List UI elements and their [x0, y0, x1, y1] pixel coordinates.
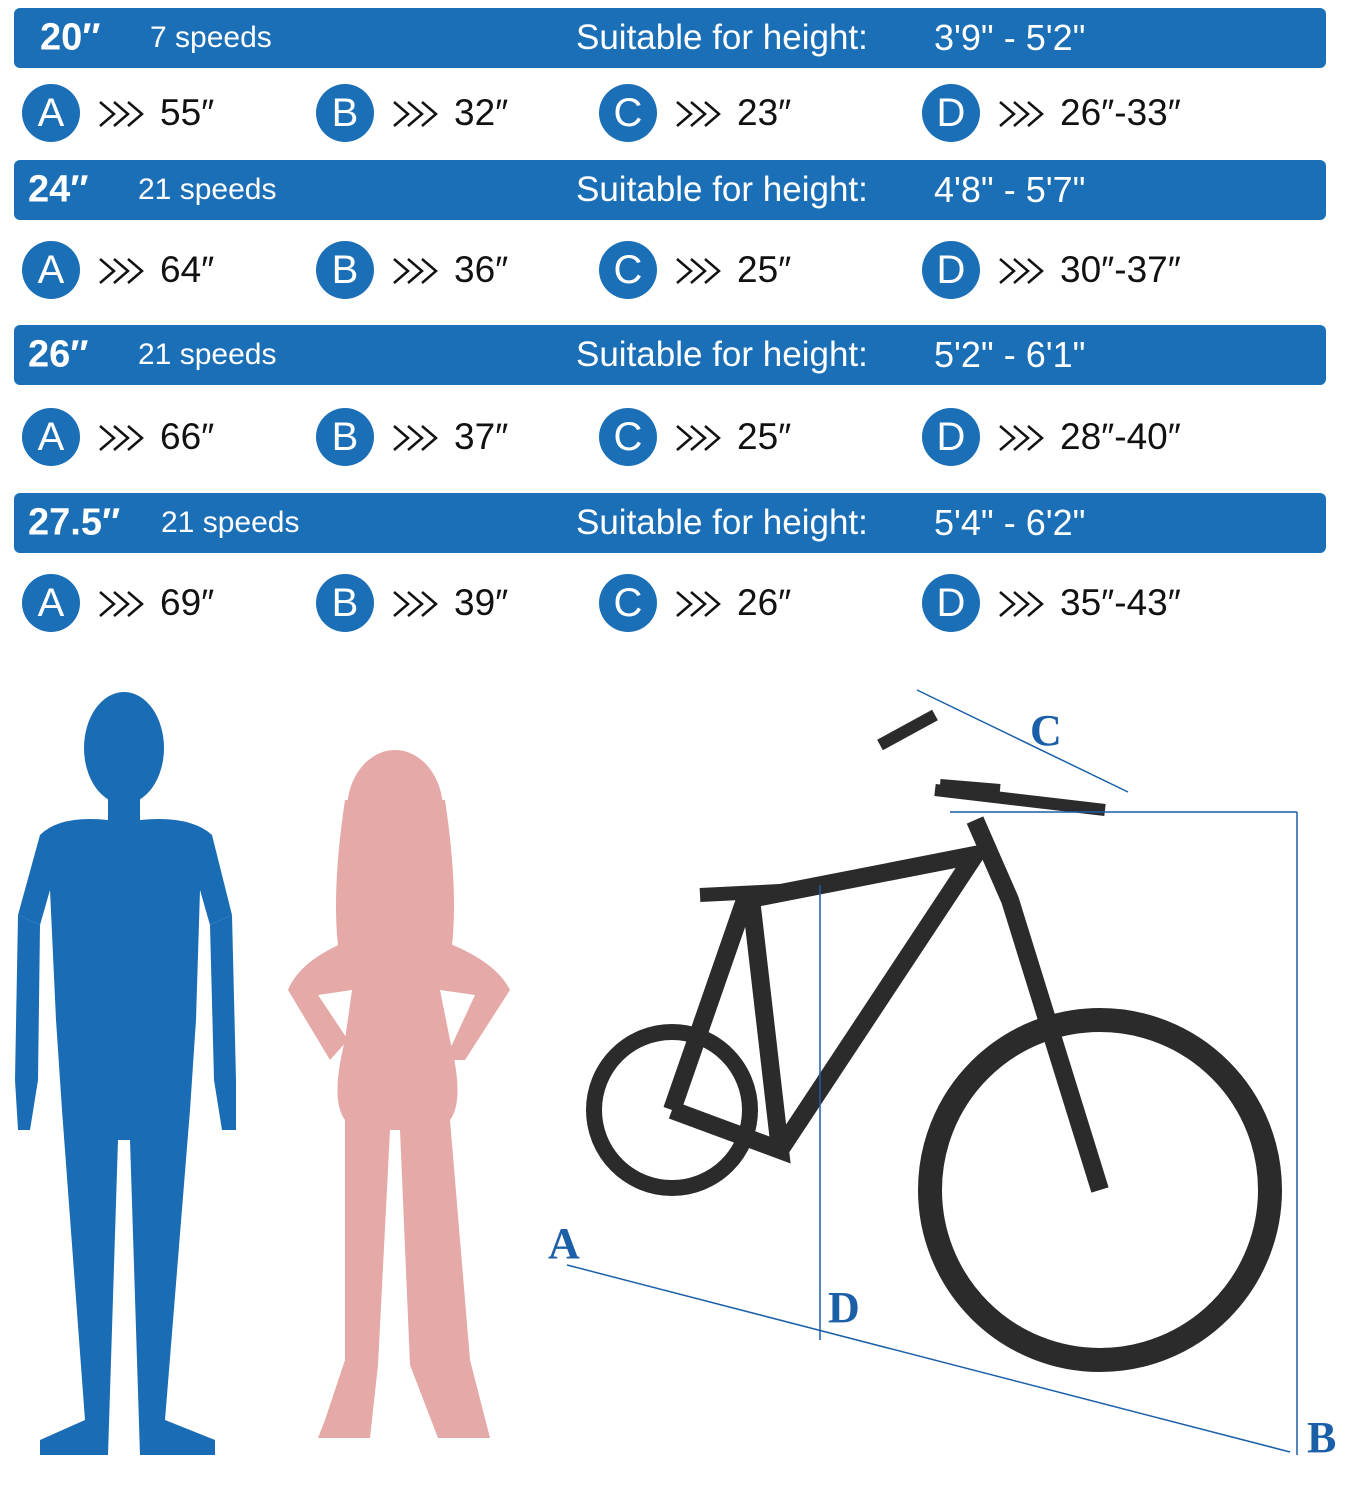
measure-value: 23″ — [737, 92, 792, 133]
man-silhouette — [15, 692, 236, 1455]
measure-letter: B — [316, 574, 374, 632]
speeds: 21 speeds — [161, 506, 300, 539]
measure-letter: A — [22, 84, 80, 142]
speeds: 21 speeds — [138, 173, 277, 206]
chevrons — [393, 591, 438, 617]
speeds: 7 speeds — [150, 21, 272, 54]
measure-value: 37″ — [454, 416, 509, 457]
measure-value: 32″ — [454, 92, 509, 133]
woman-silhouette — [288, 750, 510, 1438]
label-c: C — [1030, 706, 1062, 755]
chevrons — [676, 425, 721, 451]
wheel-size: 27.5″ — [28, 501, 121, 544]
measure-value: 55″ — [160, 92, 215, 133]
measure-letter: D — [922, 241, 980, 299]
measure-letter: A — [22, 241, 80, 299]
measure-letter: D — [922, 574, 980, 632]
speeds: 21 speeds — [138, 338, 277, 371]
measure-value: 26″ — [737, 582, 792, 623]
height-range: 3'9" - 5'2" — [934, 17, 1086, 58]
chevrons — [676, 258, 721, 284]
chevrons — [999, 425, 1044, 451]
chevrons — [999, 258, 1044, 284]
measure-letter: A — [22, 574, 80, 632]
chevrons — [393, 258, 438, 284]
measure-value: 28″-40″ — [1060, 416, 1181, 457]
label-b: B — [1307, 1413, 1336, 1462]
measure-value: 25″ — [737, 416, 792, 457]
chevrons — [999, 591, 1044, 617]
measure-value: 30″-37″ — [1060, 249, 1181, 290]
measure-letter: D — [922, 84, 980, 142]
chevrons — [99, 258, 144, 284]
height-range: 5'2" - 6'1" — [934, 334, 1086, 375]
chevrons — [393, 101, 438, 127]
chevrons — [676, 101, 721, 127]
measure-letter: D — [922, 408, 980, 466]
measure-letter: B — [316, 408, 374, 466]
measure-letter: C — [599, 574, 657, 632]
measure-letter: A — [22, 408, 80, 466]
measure-value: 66″ — [160, 416, 215, 457]
size-header: 26″ 21 speeds Suitable for height: 5'2" - 6… — [14, 325, 1326, 385]
height-range: 4'8" - 5'7" — [934, 169, 1086, 210]
measure-value: 35″-43″ — [1060, 582, 1181, 623]
measure-value: 69″ — [160, 582, 215, 623]
measure-value: 26″-33″ — [1060, 92, 1181, 133]
chevrons — [99, 591, 144, 617]
label-a: A — [548, 1219, 580, 1268]
chevrons — [99, 101, 144, 127]
height-label: Suitable for height: — [576, 335, 868, 374]
measure-value: 36″ — [454, 249, 509, 290]
bicycle — [586, 709, 1282, 1372]
size-header: 24″ 21 speeds Suitable for height: 4'8" - 5… — [14, 160, 1326, 220]
measure-letter: B — [316, 84, 374, 142]
size-header: 27.5″ 21 speeds Suitable for height: 5'4" -… — [14, 493, 1326, 553]
wheel-size: 26″ — [28, 333, 89, 376]
measure-value: 25″ — [737, 249, 792, 290]
chevrons — [676, 591, 721, 617]
chevrons — [999, 101, 1044, 127]
chevrons — [393, 425, 438, 451]
wheel-size: 24″ — [28, 168, 89, 211]
wheel-size: 20″ — [40, 16, 101, 59]
label-d: D — [828, 1283, 860, 1332]
measure-letter: C — [599, 84, 657, 142]
measure-value: 64″ — [160, 249, 215, 290]
measure-lines — [566, 689, 1298, 1455]
height-label: Suitable for height: — [576, 503, 868, 542]
chevrons — [99, 425, 144, 451]
measure-value: 39″ — [454, 582, 509, 623]
height-range: 5'4" - 6'2" — [934, 502, 1086, 543]
height-label: Suitable for height: — [576, 170, 868, 209]
measure-letter: B — [316, 241, 374, 299]
measure-letter: C — [599, 408, 657, 466]
measure-letter: C — [599, 241, 657, 299]
height-label: Suitable for height: — [576, 18, 868, 57]
size-header: 20″ 7 speeds Suitable for height: 3'9" - 5'… — [14, 8, 1326, 68]
